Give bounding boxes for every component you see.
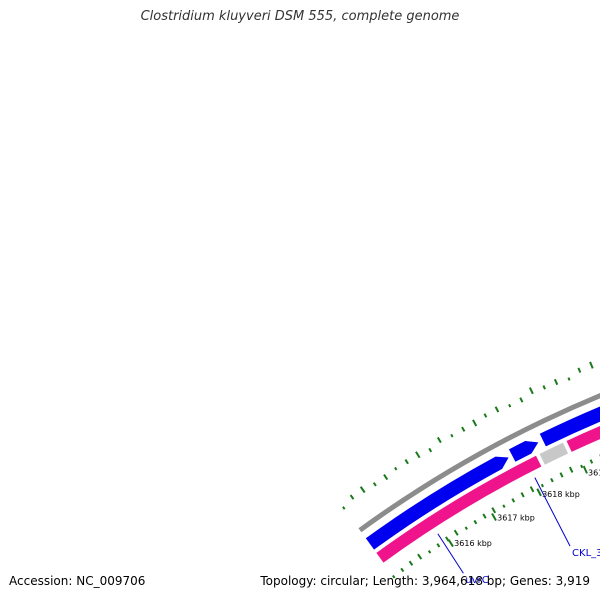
outer-tick bbox=[553, 378, 559, 386]
outer-tick bbox=[542, 385, 546, 390]
outer-tick bbox=[349, 494, 355, 500]
outer-tick bbox=[359, 486, 366, 494]
outer-tick bbox=[342, 506, 346, 510]
inner-tick bbox=[436, 543, 441, 548]
inner-tick bbox=[400, 567, 405, 573]
inner-tick bbox=[502, 504, 506, 508]
inner-tick bbox=[453, 529, 459, 536]
outer-tick bbox=[428, 447, 433, 453]
gene-label: CKL_3567 bbox=[572, 548, 600, 559]
ruler-tick-label: 3619 kbp bbox=[588, 468, 600, 477]
outer-tick bbox=[450, 433, 454, 438]
outer-tick bbox=[528, 387, 534, 395]
outer-tick bbox=[415, 451, 421, 459]
outer-tick bbox=[394, 466, 398, 471]
ruler-tick bbox=[536, 488, 542, 497]
inner-tick bbox=[417, 553, 423, 560]
inner-tick bbox=[529, 486, 535, 493]
outer-tick bbox=[372, 482, 377, 487]
forward-gene bbox=[365, 456, 509, 550]
reverse-gene bbox=[376, 455, 542, 563]
inner-tick bbox=[511, 498, 516, 503]
inner-tick bbox=[580, 464, 584, 469]
ruler-tick-label: 3617 kbp bbox=[497, 514, 535, 523]
map-title: Clostridium kluyveri DSM 555, complete g… bbox=[140, 9, 460, 24]
outer-tick bbox=[483, 413, 488, 418]
inner-tick bbox=[520, 492, 525, 498]
outer-tick bbox=[508, 403, 512, 408]
inner-tick bbox=[482, 513, 487, 519]
gene-label-connector bbox=[437, 533, 464, 574]
ruler-tick-label: 3616 kbp bbox=[454, 539, 492, 548]
forward-gene bbox=[508, 441, 539, 462]
inner-tick bbox=[392, 574, 396, 579]
inner-tick bbox=[568, 466, 574, 473]
outer-tick bbox=[461, 426, 466, 432]
inner-tick bbox=[559, 472, 564, 478]
reverse-strand-track bbox=[376, 426, 600, 563]
inner-tick bbox=[464, 526, 468, 531]
inner-tick-track bbox=[392, 454, 600, 579]
outer-tick bbox=[589, 361, 594, 369]
accession-text: Accession: NC_009706 bbox=[9, 574, 146, 588]
backbone bbox=[358, 392, 600, 533]
inner-tick bbox=[427, 549, 432, 554]
outer-tick bbox=[577, 367, 582, 373]
inner-tick bbox=[491, 507, 497, 514]
ruler-tick bbox=[447, 539, 454, 548]
inner-tick bbox=[550, 477, 554, 483]
ruler-tick-label: 3618 kbp bbox=[542, 490, 580, 499]
inner-tick bbox=[473, 519, 478, 525]
inner-tick bbox=[408, 560, 414, 566]
inner-tick bbox=[540, 483, 544, 488]
outer-tick bbox=[383, 474, 389, 481]
reverse-gene bbox=[566, 426, 600, 452]
ruler-tick bbox=[491, 513, 497, 521]
outer-tick bbox=[519, 397, 524, 403]
genome-summary: Topology: circular; Length: 3,964,618 bp… bbox=[260, 574, 590, 588]
outer-tick bbox=[436, 436, 442, 444]
outer-tick bbox=[567, 377, 571, 381]
backbone-track bbox=[358, 392, 600, 533]
gene-label: uvrC bbox=[465, 575, 488, 586]
forward-gene bbox=[539, 406, 600, 447]
outer-tick bbox=[494, 406, 500, 413]
inner-tick bbox=[589, 459, 594, 464]
outer-tick-track bbox=[342, 361, 594, 510]
forward-strand-track bbox=[365, 406, 600, 550]
outer-tick bbox=[472, 419, 478, 427]
ruler-tick bbox=[582, 465, 588, 474]
reverse-gene bbox=[539, 442, 569, 465]
outer-tick bbox=[404, 459, 409, 465]
gene-label-connector bbox=[534, 477, 571, 547]
